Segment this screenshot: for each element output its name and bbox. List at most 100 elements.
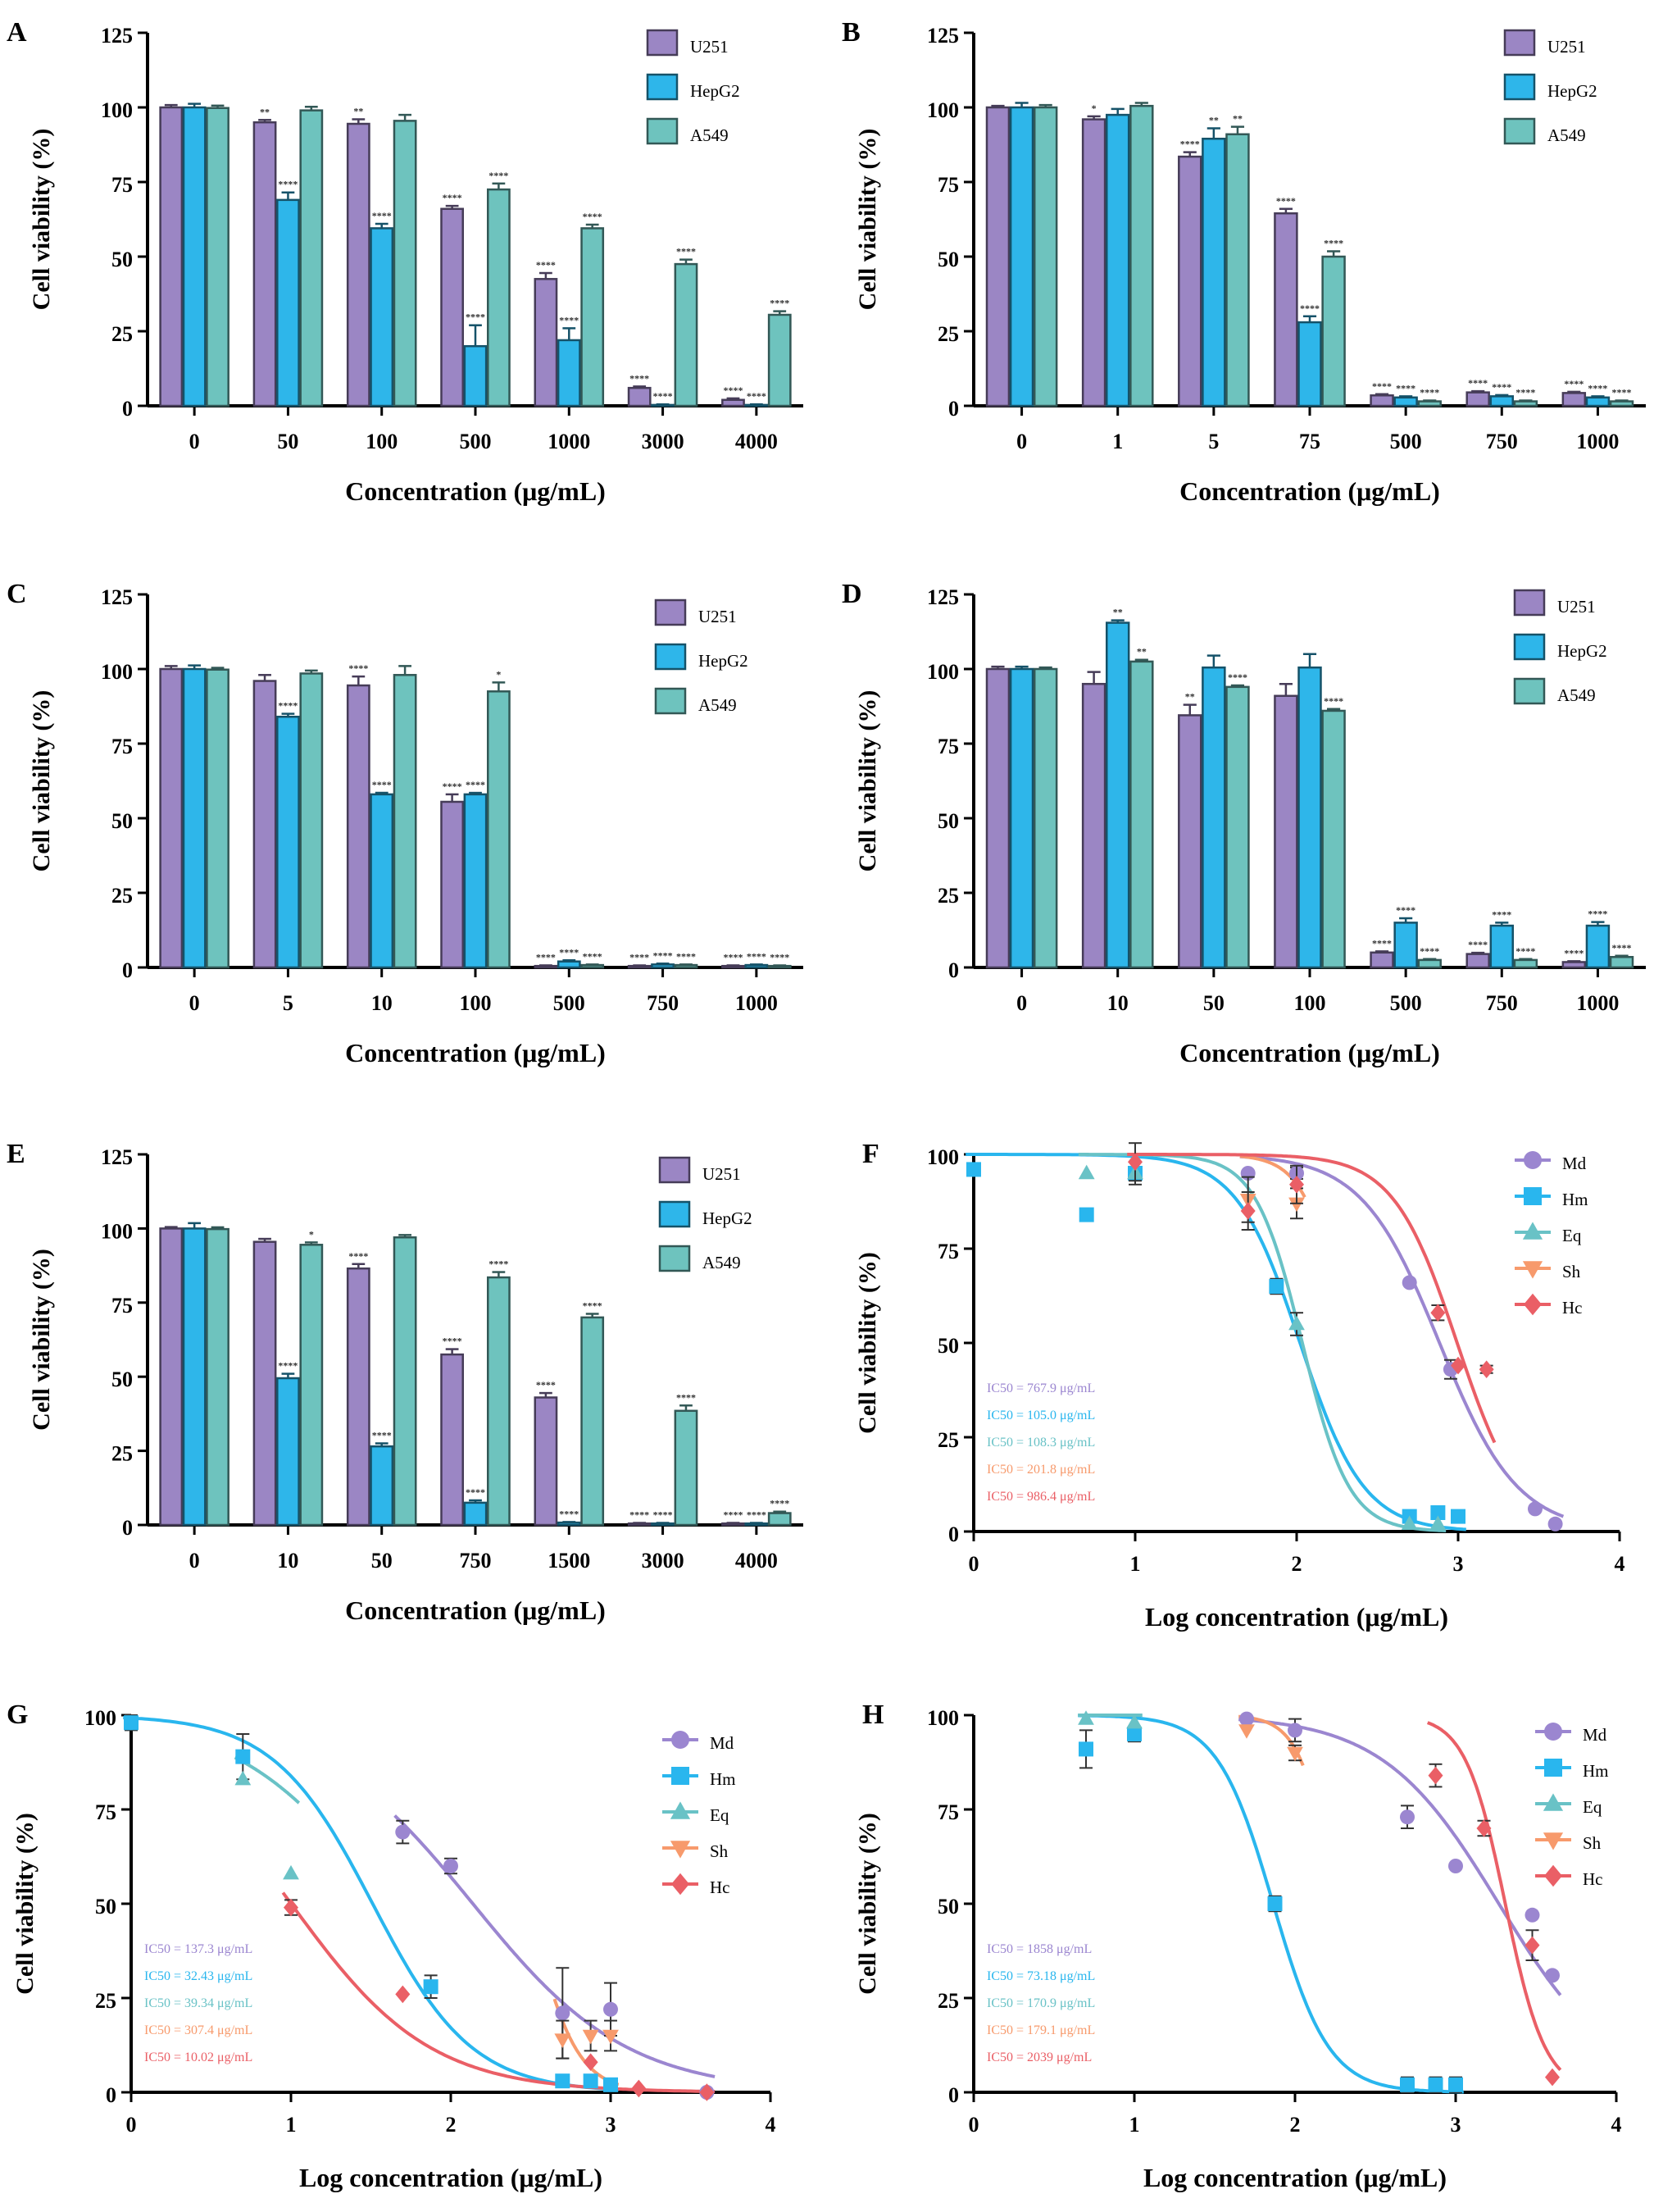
legend-label-U251: U251	[702, 1164, 741, 1184]
point-Md	[395, 1824, 411, 1840]
significance-label: ****	[629, 951, 649, 963]
bar-U251-5	[1178, 155, 1202, 407]
bar-A549-10	[393, 674, 417, 969]
legend-swatch-HepG2	[646, 73, 679, 101]
significance-label: ****	[1324, 695, 1343, 707]
y-tick-label: 50	[938, 248, 959, 271]
panel-label-F: F	[862, 1139, 879, 1169]
significance-label: ****	[559, 946, 579, 958]
legend-label-Md: Md	[1562, 1154, 1587, 1173]
bar-U251-0	[159, 1227, 184, 1527]
bar-HepG2-500	[463, 344, 488, 407]
y-tick-label: 100	[101, 98, 133, 122]
bar-HepG2-50	[1202, 666, 1226, 969]
bar-HepG2-750	[463, 1501, 488, 1527]
point-Sh	[1288, 1197, 1305, 1213]
bar-A549-5	[1225, 133, 1250, 407]
y-axis-title: Cell viability (%)	[854, 1252, 881, 1434]
point-Md	[1544, 1968, 1560, 1983]
bar-U251-0	[159, 667, 184, 969]
y-tick-label: 75	[938, 173, 959, 197]
bar-HepG2-0	[182, 1227, 207, 1527]
x-tick-label: 1	[1112, 430, 1123, 453]
significance-label: ****	[466, 1486, 485, 1498]
point-Hm	[555, 2073, 570, 2089]
y-tick-label: 0	[122, 1516, 133, 1540]
bar-A549-1000	[580, 227, 605, 407]
y-tick-label: 50	[111, 809, 133, 833]
y-axis-title: Cell viability (%)	[854, 690, 881, 872]
significance-label: ****	[1564, 378, 1584, 389]
point-Md	[1547, 1516, 1563, 1532]
significance-label: ****	[536, 951, 556, 963]
significance-label: ****	[723, 385, 743, 396]
point-Eq	[283, 1864, 299, 1880]
significance-label: ****	[348, 1250, 368, 1262]
significance-label: ****	[536, 259, 556, 271]
bar-U251-5	[252, 680, 277, 969]
y-tick-label: 0	[122, 958, 133, 982]
significance-label: *	[1092, 102, 1097, 114]
significance-label: ****	[536, 1379, 556, 1390]
x-tick-label: 10	[371, 991, 393, 1015]
point-Hc	[1476, 1819, 1492, 1837]
point-Hc	[395, 1985, 411, 2004]
point-Hc	[583, 2053, 598, 2071]
y-tick-label: 25	[111, 884, 133, 908]
bar-A549-0	[1033, 667, 1058, 969]
dose-response-panel-G: G 0 25 50 75 100 Cell viability (%) 0 1 2 3 4 Log co…	[7, 1700, 776, 2192]
legend-label-U251: U251	[1547, 37, 1586, 57]
bar-HepG2-0	[1009, 106, 1034, 407]
significance-label: ****	[747, 1509, 766, 1520]
legend-swatch-HepG2	[1503, 73, 1536, 101]
point-Hm	[1127, 1727, 1142, 1741]
point-Hm	[235, 1749, 251, 1764]
y-tick-label: 0	[948, 1522, 959, 1546]
bar-HepG2-500	[1393, 396, 1418, 407]
significance-label: ****	[653, 1509, 673, 1520]
significance-label: ****	[1492, 908, 1511, 920]
point-Hm	[1448, 2077, 1463, 2092]
point-Sh	[602, 2029, 619, 2045]
bar-chart-panel-C: C 0 25 50 75 100 125 Cell viability (%) 0 5 **** 10…	[7, 579, 803, 1067]
point-Hm	[1267, 1896, 1283, 1911]
significance-label: ****	[1324, 237, 1343, 248]
legend-label-Md: Md	[710, 1733, 734, 1753]
legend-label-Hm: Hm	[1583, 1761, 1609, 1781]
bar-A549-10	[1129, 660, 1154, 969]
bar-HepG2-10	[1105, 621, 1130, 969]
significance-label: ****	[488, 170, 508, 181]
significance-label: *	[496, 668, 501, 680]
significance-label: ****	[770, 951, 789, 963]
point-Md	[1527, 1501, 1543, 1517]
panel-label-A: A	[7, 17, 27, 48]
y-tick-label: 100	[927, 660, 959, 684]
x-tick-label: 3000	[642, 1549, 684, 1573]
y-tick-label: 125	[927, 585, 959, 609]
x-axis-title: Concentration (μg/mL)	[1179, 476, 1440, 506]
y-tick-label: 0	[106, 2083, 116, 2107]
legend-label-HepG2: HepG2	[690, 81, 740, 101]
x-tick-label: 50	[371, 1549, 393, 1573]
point-Md	[1400, 1809, 1415, 1825]
bar-A549-3000	[674, 262, 698, 407]
y-tick-label: 0	[948, 958, 959, 982]
y-tick-label: 25	[938, 1989, 959, 2013]
legend-swatch-U251	[1513, 589, 1546, 617]
legend-label-A549: A549	[1547, 125, 1586, 145]
x-tick-label: 3	[1453, 1552, 1464, 1576]
x-tick-label: 10	[277, 1549, 298, 1573]
point-Sh	[1287, 1746, 1303, 1762]
bar-HepG2-10	[276, 1377, 300, 1527]
significance-label: *	[309, 1228, 314, 1240]
x-tick-label: 0	[189, 1549, 200, 1573]
panel-label-B: B	[842, 17, 861, 48]
significance-label: ****	[1420, 945, 1439, 957]
legend-label-Hm: Hm	[710, 1769, 736, 1789]
bar-A549-75	[1321, 255, 1346, 407]
legend-label-U251: U251	[1557, 597, 1596, 617]
legend-label-Hc: Hc	[1583, 1869, 1603, 1889]
bar-A549-100	[486, 690, 511, 969]
